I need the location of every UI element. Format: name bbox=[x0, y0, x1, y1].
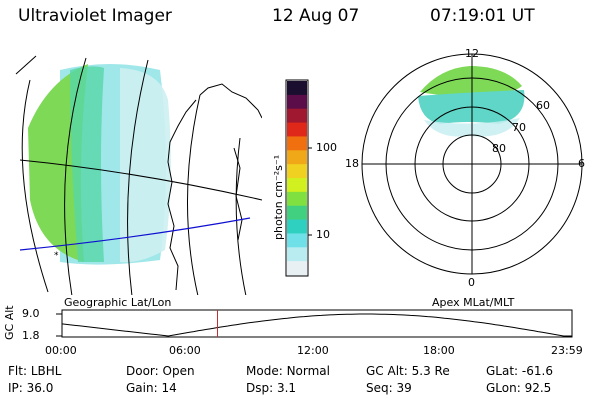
altitude-ylabel: GC Alt bbox=[3, 305, 16, 340]
geographic-image: * bbox=[15, 55, 262, 295]
colorbar bbox=[287, 81, 307, 276]
info-gcalt: GC Alt: 5.3 Re bbox=[366, 364, 450, 378]
xtick-2359: 23:59 bbox=[551, 344, 583, 357]
colorbar-segment bbox=[287, 94, 307, 110]
colorbar-frame bbox=[285, 79, 309, 277]
info-ip-value: 36.0 bbox=[26, 381, 54, 395]
info-ip-label: IP: bbox=[8, 381, 23, 395]
mlt-label-6: 6 bbox=[578, 157, 585, 170]
xtick-0000: 00:00 bbox=[45, 344, 77, 357]
earth-limb bbox=[21, 79, 49, 293]
altitude-plot bbox=[56, 309, 573, 338]
colorbar-segment bbox=[287, 247, 307, 262]
info-gain-value: 14 bbox=[161, 381, 177, 395]
info-flt-value: LBHL bbox=[30, 364, 62, 378]
info-ip: IP: 36.0 bbox=[8, 381, 53, 395]
mlt-label-12: 12 bbox=[465, 47, 479, 60]
subsatellite-marker: * bbox=[54, 251, 59, 261]
colorbar-segment bbox=[287, 205, 307, 221]
mlt-label-0: 0 bbox=[468, 276, 475, 289]
meridian-4 bbox=[235, 137, 247, 295]
altitude-frame bbox=[61, 309, 573, 338]
colorbar-label-100: 100 bbox=[316, 141, 337, 154]
altitude-ytick-1.8: 1.8 bbox=[22, 329, 40, 342]
xtick-1200: 12:00 bbox=[297, 344, 329, 357]
colorbar-unit-label: photon cm⁻²s⁻¹ bbox=[272, 154, 285, 240]
info-seq-value: 39 bbox=[396, 381, 412, 395]
observation-time: 07:19:01 UT bbox=[430, 6, 535, 26]
observation-date: 12 Aug 07 bbox=[272, 6, 360, 26]
info-flt: Flt: LBHL bbox=[8, 364, 61, 378]
lat-label-80: 80 bbox=[492, 142, 506, 155]
meridian-3 bbox=[186, 94, 201, 295]
polar-caption: Apex MLat/MLT bbox=[432, 296, 515, 309]
colorbar-segment bbox=[287, 233, 307, 248]
xtick-1800: 18:00 bbox=[423, 344, 455, 357]
info-mode-value: Normal bbox=[286, 364, 330, 378]
aurora-emission-teal bbox=[70, 66, 104, 263]
info-gcalt-label: GC Alt: bbox=[366, 364, 408, 378]
altitude-ytick-9: 9.0 bbox=[22, 307, 40, 320]
info-seq: Seq: 39 bbox=[366, 381, 412, 395]
instrument-title: Ultraviolet Imager bbox=[18, 6, 172, 26]
lat-label-70: 70 bbox=[512, 121, 526, 134]
info-dsp-label: Dsp: bbox=[246, 381, 274, 395]
meridian-2 bbox=[127, 59, 149, 295]
info-seq-label: Seq: bbox=[366, 381, 393, 395]
info-glat-value: -61.6 bbox=[521, 364, 553, 378]
info-glon-value: 92.5 bbox=[524, 381, 552, 395]
polar-plot bbox=[361, 53, 583, 275]
colorbar-segment bbox=[287, 150, 307, 165]
info-dsp: Dsp: 3.1 bbox=[246, 381, 296, 395]
parallel-1 bbox=[19, 159, 262, 201]
info-door: Door: Open bbox=[126, 364, 195, 378]
info-glat: GLat: -61.6 bbox=[486, 364, 553, 378]
info-gain-label: Gain: bbox=[126, 381, 158, 395]
info-mode-label: Mode: bbox=[246, 364, 283, 378]
info-door-value: Open bbox=[162, 364, 195, 378]
info-flt-label: Flt: bbox=[8, 364, 27, 378]
edge-line-1 bbox=[15, 55, 37, 75]
lat-label-60: 60 bbox=[536, 99, 550, 112]
colorbar-segment bbox=[287, 178, 307, 193]
info-dsp-value: 3.1 bbox=[276, 381, 297, 395]
polar-aurora-green bbox=[420, 66, 522, 96]
info-glon: GLon: 92.5 bbox=[486, 381, 551, 395]
colorbar-segment bbox=[287, 108, 307, 124]
colorbar-segment bbox=[287, 219, 307, 234]
colorbar-label-10: 10 bbox=[316, 228, 330, 241]
colorbar-segment bbox=[287, 136, 307, 151]
aurora-emission-light bbox=[120, 68, 171, 263]
info-glat-label: GLat: bbox=[486, 364, 519, 378]
geographic-caption: Geographic Lat/Lon bbox=[64, 296, 172, 309]
colorbar-segment bbox=[287, 122, 307, 137]
colorbar-segment bbox=[287, 191, 307, 207]
terminator-line bbox=[19, 217, 251, 251]
colorbar-segment bbox=[287, 261, 307, 276]
info-gain: Gain: 14 bbox=[126, 381, 177, 395]
xtick-0600: 06:00 bbox=[169, 344, 201, 357]
colorbar-segment bbox=[287, 164, 307, 179]
coastline bbox=[167, 83, 262, 291]
mlt-label-18: 18 bbox=[345, 157, 359, 170]
altitude-curve bbox=[61, 313, 572, 337]
info-door-label: Door: bbox=[126, 364, 159, 378]
meridian-1 bbox=[64, 57, 87, 295]
colorbar-segment bbox=[287, 81, 307, 96]
info-gcalt-value: 5.3 Re bbox=[411, 364, 450, 378]
info-glon-label: GLon: bbox=[486, 381, 521, 395]
info-mode: Mode: Normal bbox=[246, 364, 330, 378]
